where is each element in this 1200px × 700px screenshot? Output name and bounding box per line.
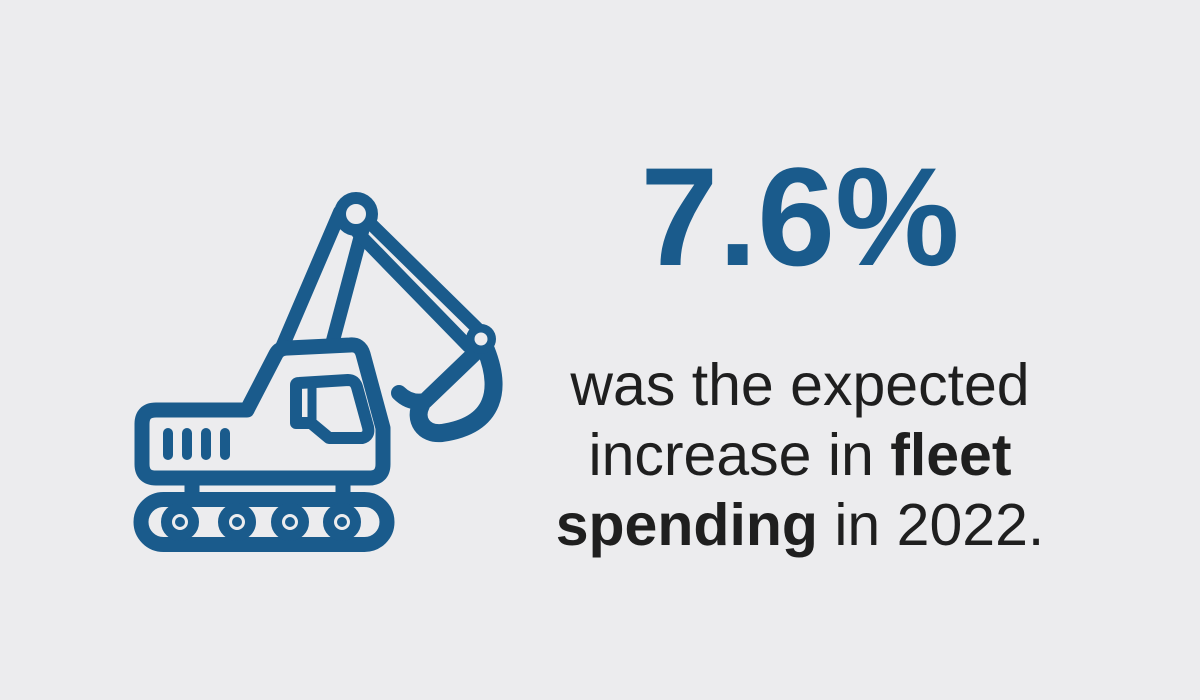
excavator-bucket [391,341,503,443]
excavator-grille [163,428,230,460]
excavator-tracks [133,492,395,552]
excavator-cab-window [290,374,375,444]
excavator-icon [130,190,505,560]
description-segment-2: in 2022. [817,492,1045,558]
excavator-cab-body [134,337,391,486]
description-bold-phrase: fleet spending [555,422,1012,558]
excavator-pivots [334,192,496,354]
excavator-arm [273,205,488,359]
description-segment-1: was the expected increase in [570,352,1030,488]
statistic-description: was the expected increase in fleet spend… [547,350,1053,560]
statistic-value: 7.6% [640,138,960,295]
